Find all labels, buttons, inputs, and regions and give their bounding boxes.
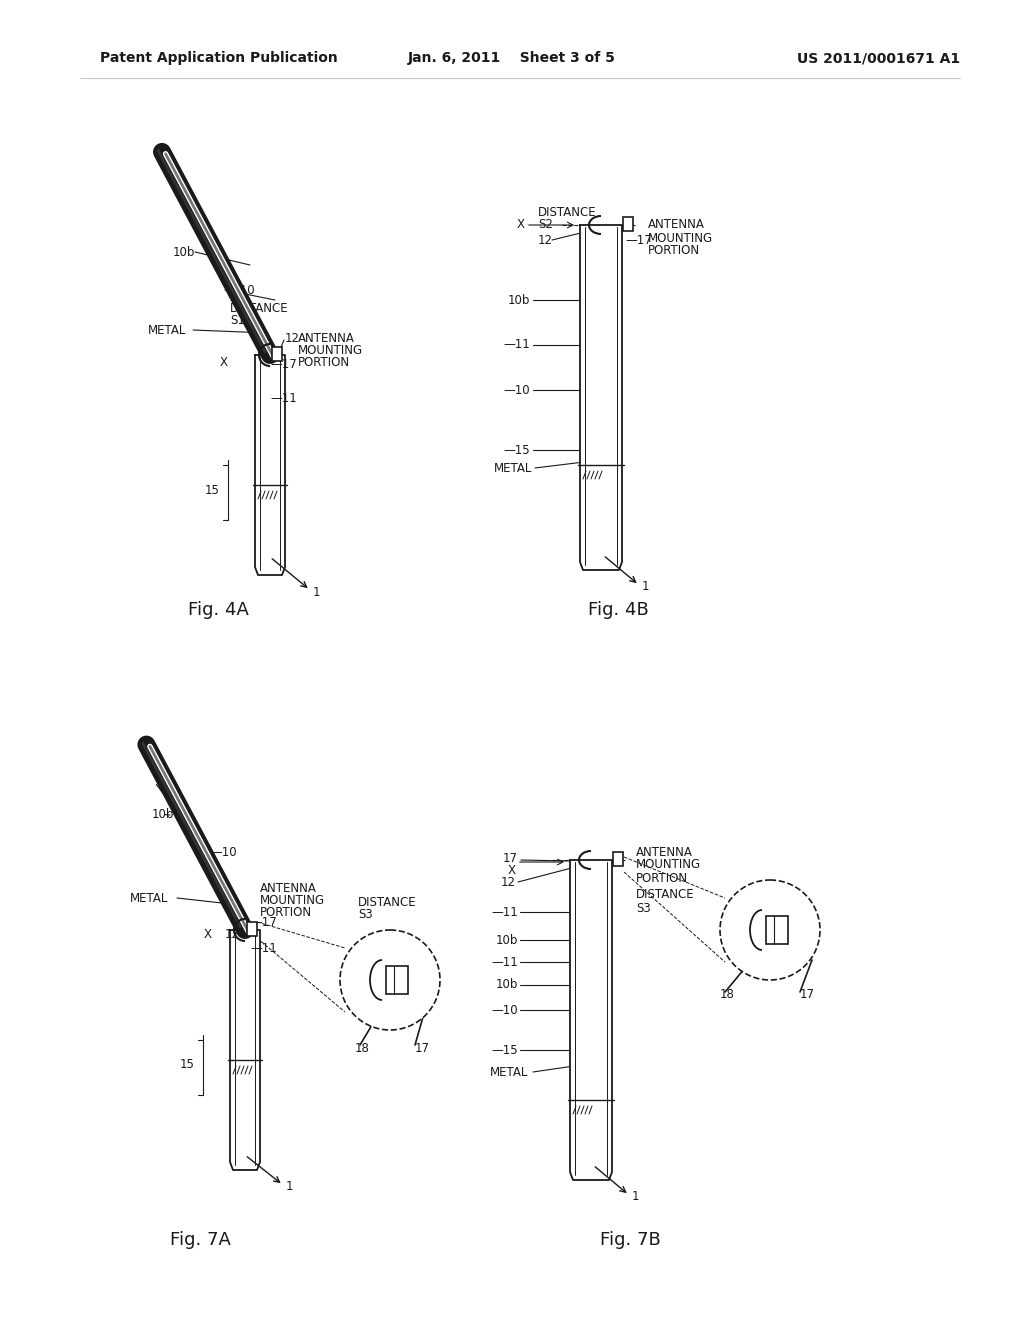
Text: PORTION: PORTION bbox=[636, 871, 688, 884]
Text: S3: S3 bbox=[636, 902, 650, 915]
Polygon shape bbox=[570, 861, 612, 1180]
Text: 12: 12 bbox=[501, 875, 516, 888]
Polygon shape bbox=[230, 931, 260, 1170]
Text: 18: 18 bbox=[720, 989, 735, 1002]
Text: Jan. 6, 2011    Sheet 3 of 5: Jan. 6, 2011 Sheet 3 of 5 bbox=[408, 51, 616, 65]
Text: ANTENNA: ANTENNA bbox=[260, 882, 316, 895]
Text: 10b: 10b bbox=[173, 246, 196, 259]
Text: Fig. 4B: Fig. 4B bbox=[588, 601, 648, 619]
Text: DISTANCE: DISTANCE bbox=[636, 888, 694, 902]
Circle shape bbox=[720, 880, 820, 979]
FancyBboxPatch shape bbox=[272, 347, 282, 360]
Text: 12: 12 bbox=[285, 331, 300, 345]
Text: —15: —15 bbox=[504, 444, 530, 457]
Text: 10b: 10b bbox=[496, 933, 518, 946]
Text: 10b: 10b bbox=[496, 978, 518, 991]
FancyBboxPatch shape bbox=[623, 216, 633, 231]
Text: —10: —10 bbox=[210, 846, 237, 859]
Text: METAL: METAL bbox=[148, 323, 186, 337]
Polygon shape bbox=[580, 224, 622, 570]
Text: PORTION: PORTION bbox=[260, 906, 312, 919]
Text: —11: —11 bbox=[492, 906, 518, 919]
Text: DISTANCE: DISTANCE bbox=[230, 301, 289, 314]
Text: 15: 15 bbox=[180, 1059, 195, 1072]
Text: 17: 17 bbox=[800, 989, 815, 1002]
Text: S1: S1 bbox=[230, 314, 245, 326]
Polygon shape bbox=[255, 355, 285, 576]
Text: US 2011/0001671 A1: US 2011/0001671 A1 bbox=[797, 51, 961, 65]
Text: DISTANCE: DISTANCE bbox=[358, 895, 417, 908]
Text: 12: 12 bbox=[225, 928, 240, 940]
Text: 10b: 10b bbox=[508, 293, 530, 306]
Text: Fig. 7B: Fig. 7B bbox=[600, 1232, 660, 1249]
Text: METAL: METAL bbox=[494, 462, 532, 474]
Text: —10: —10 bbox=[228, 284, 255, 297]
Text: MOUNTING: MOUNTING bbox=[648, 231, 713, 244]
Text: Fig. 7A: Fig. 7A bbox=[170, 1232, 230, 1249]
Text: —10: —10 bbox=[504, 384, 530, 396]
Text: —17: —17 bbox=[625, 234, 651, 247]
Text: ANTENNA: ANTENNA bbox=[648, 219, 705, 231]
Text: 1: 1 bbox=[642, 581, 649, 594]
Text: Fig. 4A: Fig. 4A bbox=[187, 601, 249, 619]
Text: MOUNTING: MOUNTING bbox=[260, 894, 326, 907]
Text: 1: 1 bbox=[632, 1191, 640, 1204]
Text: X: X bbox=[517, 219, 525, 231]
Text: —17: —17 bbox=[270, 359, 297, 371]
Text: MOUNTING: MOUNTING bbox=[636, 858, 701, 871]
Text: ANTENNA: ANTENNA bbox=[298, 331, 355, 345]
Text: 17: 17 bbox=[503, 851, 518, 865]
Text: S3: S3 bbox=[358, 908, 373, 920]
Text: X: X bbox=[204, 928, 212, 941]
Text: —11: —11 bbox=[492, 956, 518, 969]
Text: X: X bbox=[508, 863, 516, 876]
Text: 12: 12 bbox=[538, 234, 553, 247]
Circle shape bbox=[340, 931, 440, 1030]
Text: X: X bbox=[220, 355, 228, 368]
Text: —11: —11 bbox=[503, 338, 530, 351]
Text: PORTION: PORTION bbox=[298, 355, 350, 368]
FancyBboxPatch shape bbox=[766, 916, 788, 944]
Text: METAL: METAL bbox=[130, 891, 168, 904]
Text: —15: —15 bbox=[492, 1044, 518, 1056]
FancyBboxPatch shape bbox=[386, 966, 408, 994]
Text: 10b: 10b bbox=[152, 808, 174, 821]
Text: 18: 18 bbox=[355, 1041, 370, 1055]
Text: S2: S2 bbox=[538, 219, 553, 231]
Text: 15: 15 bbox=[205, 483, 220, 496]
Text: —11: —11 bbox=[250, 941, 276, 954]
Text: —10: —10 bbox=[492, 1003, 518, 1016]
Text: METAL: METAL bbox=[490, 1065, 528, 1078]
Text: PORTION: PORTION bbox=[648, 244, 700, 257]
Text: Patent Application Publication: Patent Application Publication bbox=[100, 51, 338, 65]
Text: 1: 1 bbox=[286, 1180, 294, 1193]
Text: —17: —17 bbox=[250, 916, 276, 928]
Text: 1: 1 bbox=[313, 586, 321, 598]
Text: 17: 17 bbox=[415, 1041, 430, 1055]
Text: MOUNTING: MOUNTING bbox=[298, 343, 364, 356]
Text: —11: —11 bbox=[270, 392, 297, 404]
Text: DISTANCE: DISTANCE bbox=[538, 206, 597, 219]
Text: ANTENNA: ANTENNA bbox=[636, 846, 693, 858]
FancyBboxPatch shape bbox=[247, 921, 257, 936]
FancyBboxPatch shape bbox=[613, 851, 623, 866]
